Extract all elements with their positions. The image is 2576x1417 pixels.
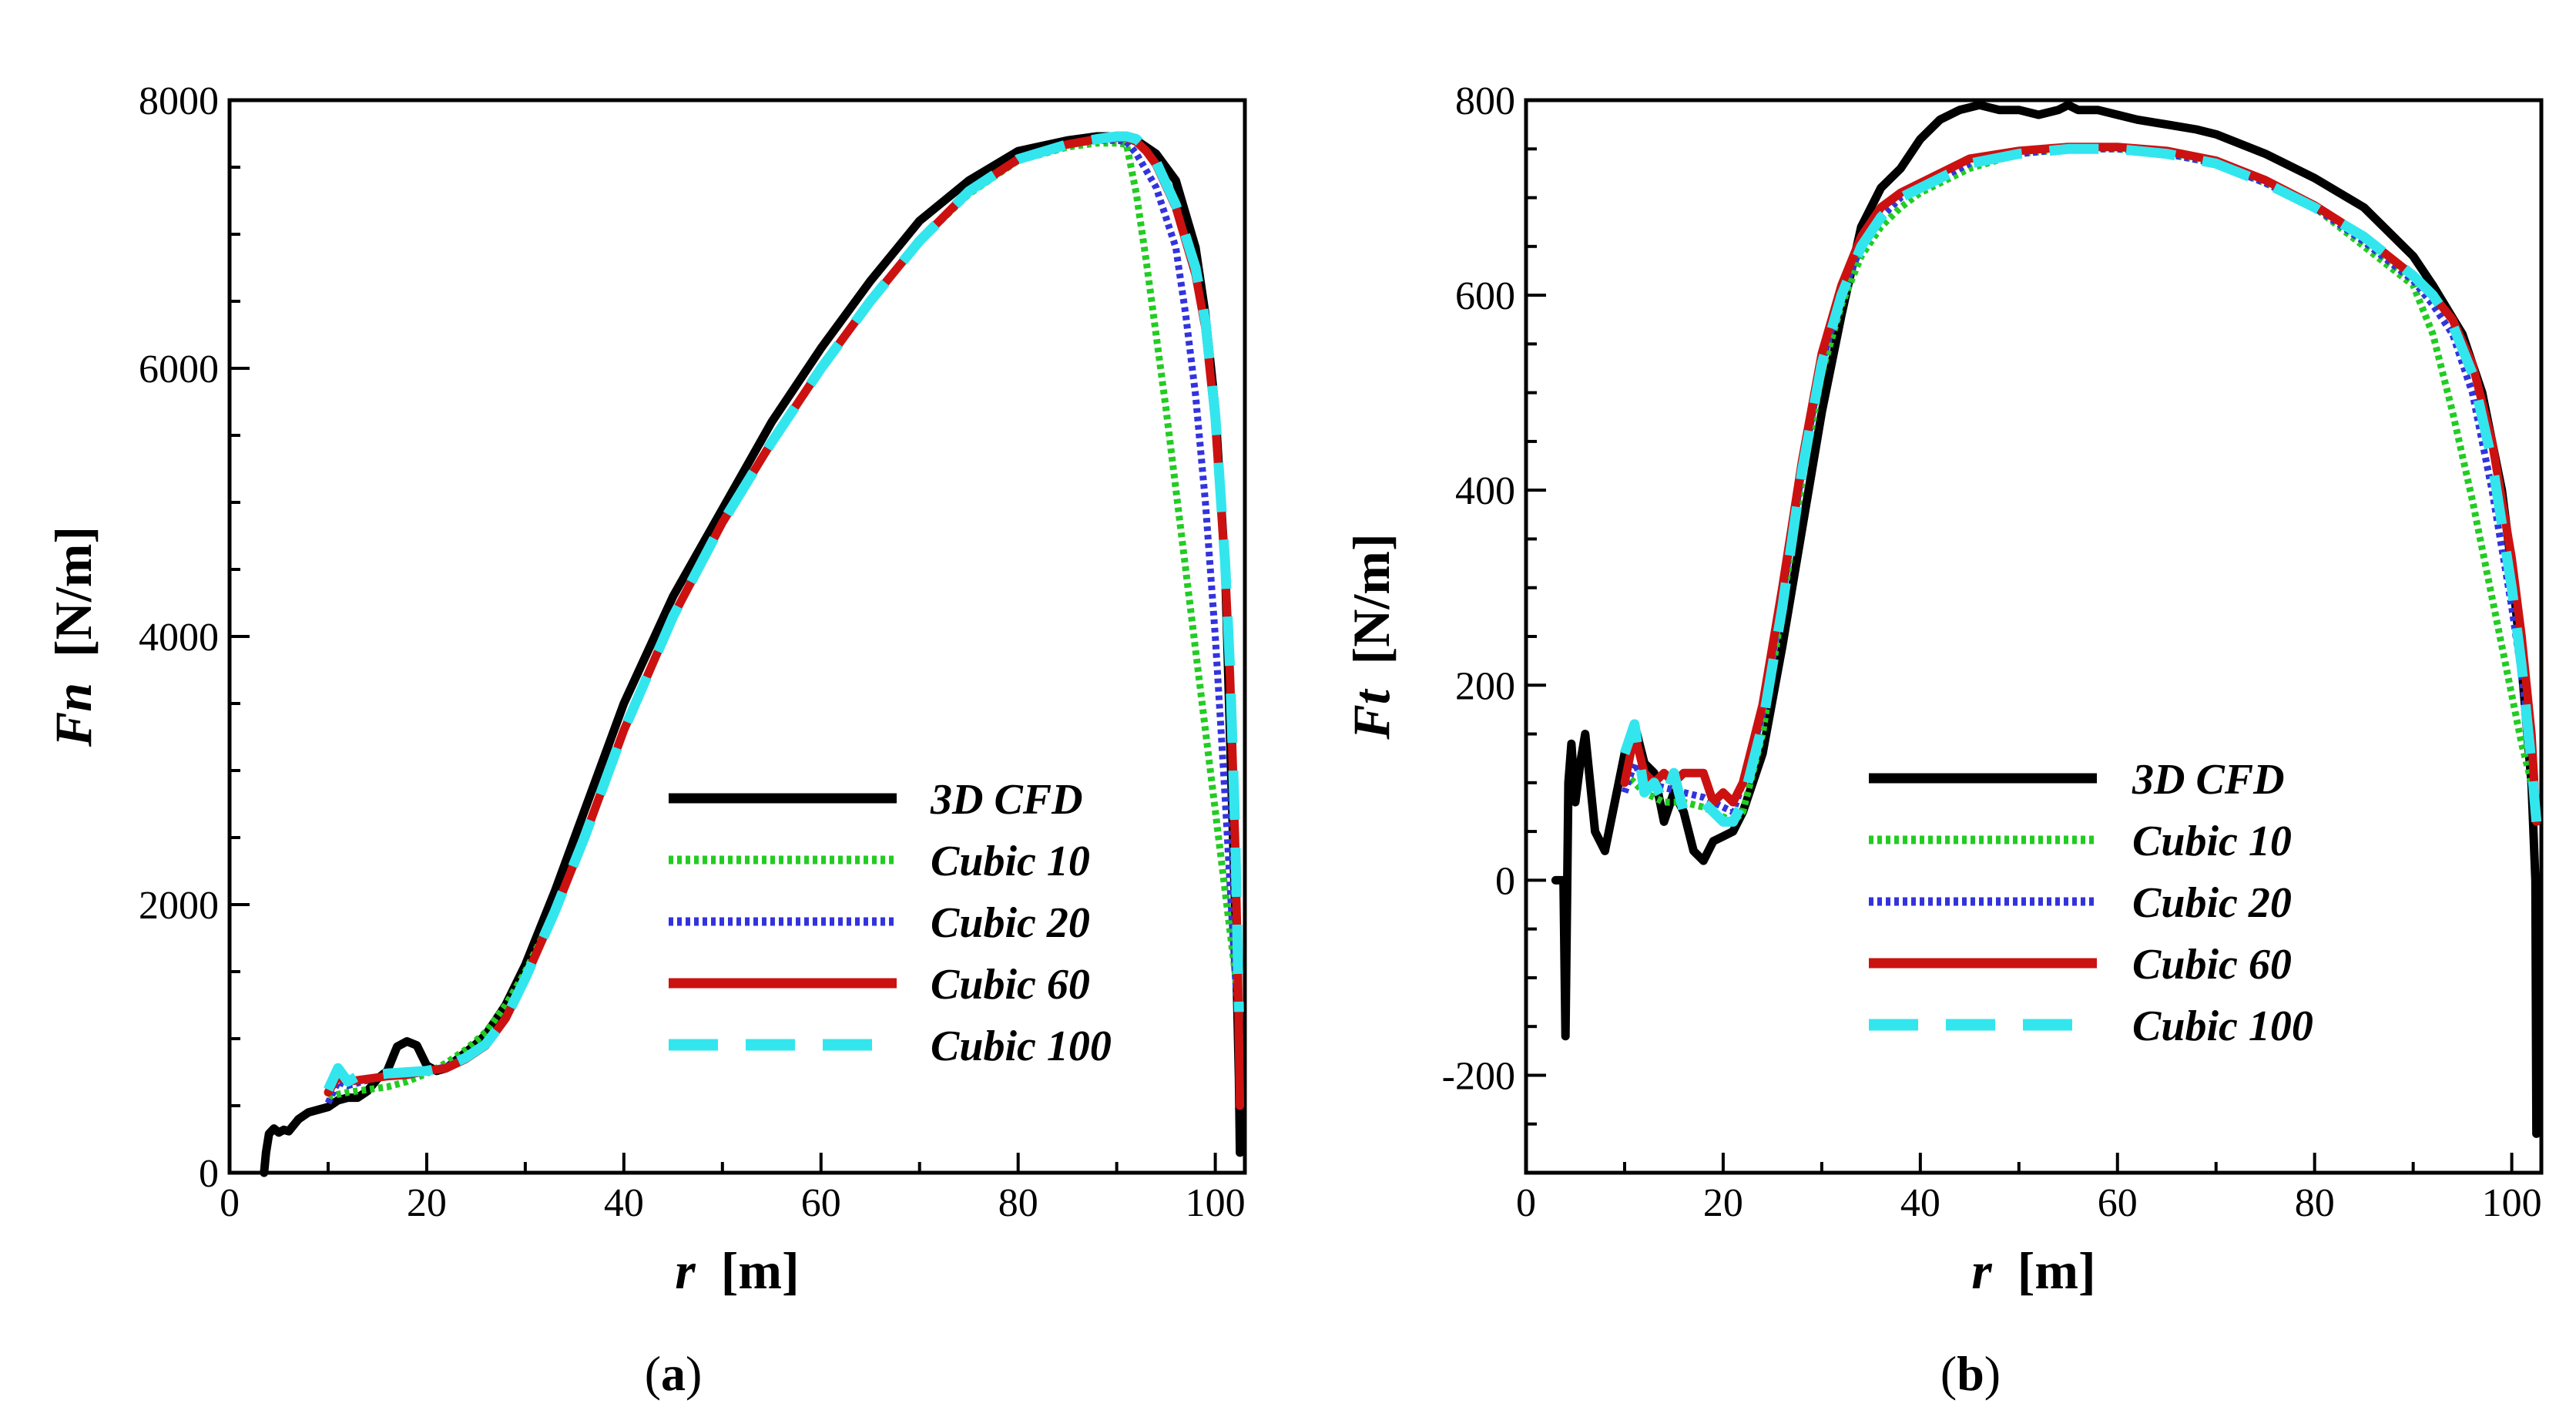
- x-axis-unit: [m]: [2018, 1241, 2096, 1300]
- series-line-0: [1551, 100, 2541, 1138]
- legend-label-1: Cubic 10: [931, 838, 1090, 885]
- y-axis-unit: [N/m]: [1342, 533, 1400, 664]
- series-line-4: [324, 131, 1244, 1092]
- x-axis-label: r [m]: [675, 1241, 799, 1300]
- y-tick-label: 600: [1455, 274, 1515, 318]
- legend-label-0: 3D CFD: [2132, 756, 2285, 804]
- x-tick-label: 100: [2482, 1181, 2542, 1225]
- legend-label-2: Cubic 20: [2132, 879, 2292, 927]
- y-tick-label: 2000: [139, 884, 219, 928]
- x-axis-unit: [m]: [721, 1241, 800, 1300]
- series-layer: [1551, 100, 2542, 1138]
- x-tick-label: 100: [1186, 1181, 1246, 1225]
- y-tick-label: 200: [1455, 664, 1515, 708]
- series-layer: [260, 131, 1245, 1177]
- panel-label: (b): [1940, 1346, 2001, 1401]
- y-axis-variable: Ft: [1342, 688, 1400, 740]
- x-tick-label: 60: [801, 1181, 841, 1225]
- legend-label-1: Cubic 10: [2132, 818, 2292, 865]
- x-tick-label: 80: [2295, 1181, 2335, 1225]
- x-tick-label: 20: [407, 1181, 447, 1225]
- x-tick-label: 0: [1516, 1181, 1536, 1225]
- x-tick-label: 80: [998, 1181, 1038, 1225]
- x-tick-label: 20: [1703, 1181, 1743, 1225]
- legend: 3D CFD Cubic 10 Cubic 20 Cubic 60 Cubic 100: [669, 776, 1112, 1070]
- x-tick-label: 40: [604, 1181, 644, 1225]
- y-tick-label: 8000: [139, 79, 219, 123]
- axes-layer: 0 20 40 60 80 100 -200 0 200 400 600 800: [1442, 79, 2542, 1225]
- series-line-4: [1619, 143, 2542, 827]
- series-line-3: [1620, 143, 2541, 826]
- y-tick-label: -200: [1442, 1054, 1515, 1098]
- y-axis-label: Fn [N/m]: [44, 526, 102, 747]
- panel-label: (a): [645, 1346, 703, 1401]
- y-tick-label: 0: [1495, 859, 1515, 903]
- y-axis-unit: [N/m]: [44, 526, 102, 657]
- chart-panel-a: 0 20 40 60 80 100 0 2000 4000 6000 8000 Fn [N/m] r…: [44, 79, 1247, 1401]
- x-axis-label: r [m]: [1971, 1241, 2095, 1300]
- legend-label-3: Cubic 60: [2132, 941, 2292, 989]
- x-axis-variable: r: [675, 1241, 696, 1300]
- legend-label-4: Cubic 100: [2132, 1002, 2313, 1050]
- y-axis-variable: Fn: [44, 683, 102, 747]
- y-axis-label: Ft [N/m]: [1342, 533, 1400, 740]
- y-tick-label: 0: [199, 1152, 219, 1196]
- legend: 3D CFD Cubic 10 Cubic 20 Cubic 60 Cubic 100: [1869, 756, 2313, 1050]
- legend-label-3: Cubic 60: [931, 961, 1090, 1009]
- y-tick-label: 4000: [139, 616, 219, 660]
- y-tick-label: 800: [1455, 79, 1515, 123]
- y-tick-label: 6000: [139, 348, 219, 391]
- x-tick-label: 60: [2098, 1181, 2138, 1225]
- legend-label-2: Cubic 20: [931, 899, 1090, 947]
- chart-panel-b: 0 20 40 60 80 100 -200 0 200 400 600 800 Ft [N/m] r…: [1342, 79, 2544, 1401]
- y-tick-label: 400: [1455, 469, 1515, 513]
- axes-layer: 0 20 40 60 80 100 0 2000 4000 6000 8000: [139, 79, 1246, 1225]
- legend-label-0: 3D CFD: [930, 776, 1083, 824]
- x-tick-label: 0: [220, 1181, 240, 1225]
- x-axis-variable: r: [1971, 1241, 1992, 1300]
- legend-label-4: Cubic 100: [931, 1022, 1112, 1070]
- x-tick-label: 40: [1900, 1181, 1940, 1225]
